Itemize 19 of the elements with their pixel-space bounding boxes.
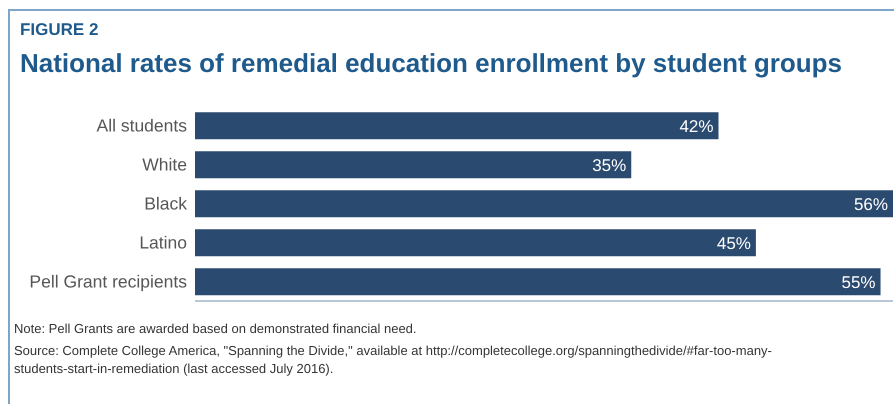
- data-label: 42%: [679, 116, 714, 136]
- bar: [195, 112, 718, 140]
- data-label: 55%: [842, 272, 876, 292]
- data-label: 56%: [854, 194, 888, 214]
- chart-subtitle: FIGURE 2: [20, 20, 98, 40]
- y-tick-label: Pell Grant recipients: [29, 272, 188, 292]
- y-tick-label: All students: [96, 116, 188, 136]
- data-label: 45%: [716, 234, 751, 253]
- text: Note: Pell Grants are awarded based on demonstrated financial need.: [14, 320, 418, 338]
- source-note: Source: Complete College America, "Spanning the Divide," available at http://completecollege.org/spanningthedivide/#far-too-many-students-start-in-remediation (last accessed July 2016).: [14, 342, 773, 378]
- bar: [195, 229, 756, 256]
- y-tick-label: Black: [144, 194, 188, 214]
- bar: [195, 190, 893, 218]
- bar: [195, 151, 632, 178]
- y-tick-label: Latino: [139, 232, 187, 253]
- y-tick-label: White: [142, 154, 187, 175]
- data-label: 35%: [592, 156, 626, 175]
- chart-title: National rates of remedial education enrollment by student groups: [20, 48, 842, 79]
- bar: [195, 268, 881, 296]
